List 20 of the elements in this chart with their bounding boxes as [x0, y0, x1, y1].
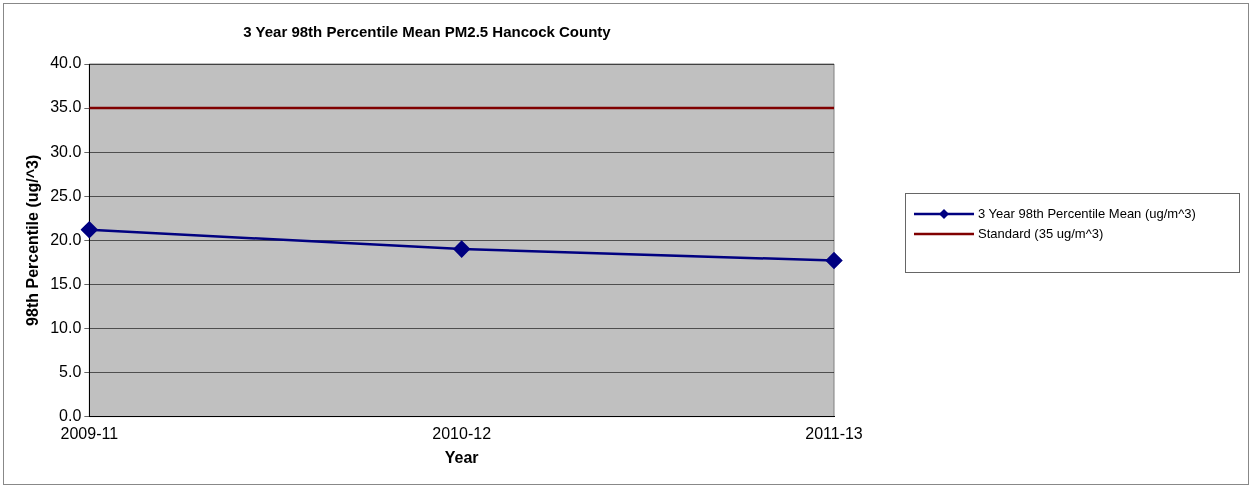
- y-tick-label: 30.0: [50, 142, 82, 160]
- y-tick-label: 25.0: [50, 186, 82, 204]
- x-tick-label: 2011-13: [805, 424, 863, 442]
- y-axis-title: 98th Percentile (ug/^3): [24, 154, 42, 326]
- legend-label: 3 Year 98th Percentile Mean (ug/m^3): [978, 206, 1196, 221]
- point: [453, 240, 470, 258]
- y-tick-label: 35.0: [50, 98, 82, 116]
- y-tick-label: 15.0: [50, 274, 82, 292]
- chart-title: 3 Year 98th Percentile Mean PM2.5 Hancock County: [243, 23, 612, 41]
- point: [81, 221, 98, 238]
- x-tick-label: 2010-12: [432, 424, 492, 442]
- y-tick-label: 20.0: [50, 230, 82, 248]
- y-tick-label: 5.0: [59, 362, 82, 380]
- y-tick-label: 10.0: [50, 318, 82, 336]
- y-tick-label: 0.0: [59, 407, 82, 425]
- y-tick-label: 40.0: [50, 54, 82, 72]
- legend-label: Standard (35 ug/m^3): [978, 226, 1104, 241]
- x-axis-title: Year: [444, 448, 479, 466]
- point: [825, 252, 843, 269]
- x-tick-label: 2009-11: [60, 424, 119, 442]
